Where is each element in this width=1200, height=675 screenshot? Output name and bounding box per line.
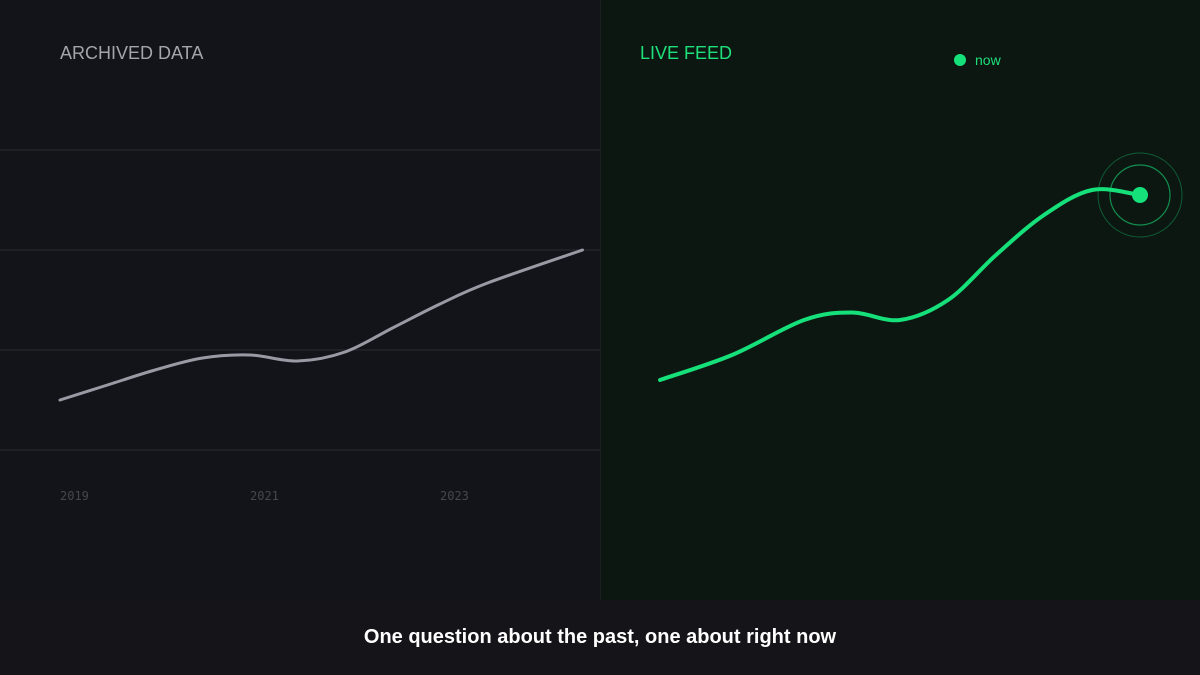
x-tick-label: 2019	[60, 489, 89, 503]
panel-divider	[600, 0, 601, 600]
caption: One question about the past, one about r…	[363, 626, 837, 648]
legend-dot-icon	[954, 54, 966, 66]
legend-label: now	[975, 52, 1001, 68]
charts-svg: 2019 2021 2023	[0, 149, 1183, 503]
x-tick-label: 2023	[440, 489, 469, 503]
live-title: LIVE FEED	[640, 43, 733, 63]
x-tick-label: 2021	[250, 489, 279, 503]
archived-title: ARCHIVED DATA	[60, 43, 204, 63]
live-panel	[600, 0, 1200, 600]
caption-bar	[0, 600, 1200, 675]
live-legend: now	[954, 51, 1001, 69]
live-pulse-ring-inner	[1109, 164, 1171, 226]
live-pulse-ring-outer	[1097, 152, 1183, 238]
archived-series-line	[58, 248, 584, 402]
archived-panel	[0, 0, 600, 600]
live-series-line	[658, 187, 1142, 382]
live-now-point	[1132, 187, 1148, 203]
